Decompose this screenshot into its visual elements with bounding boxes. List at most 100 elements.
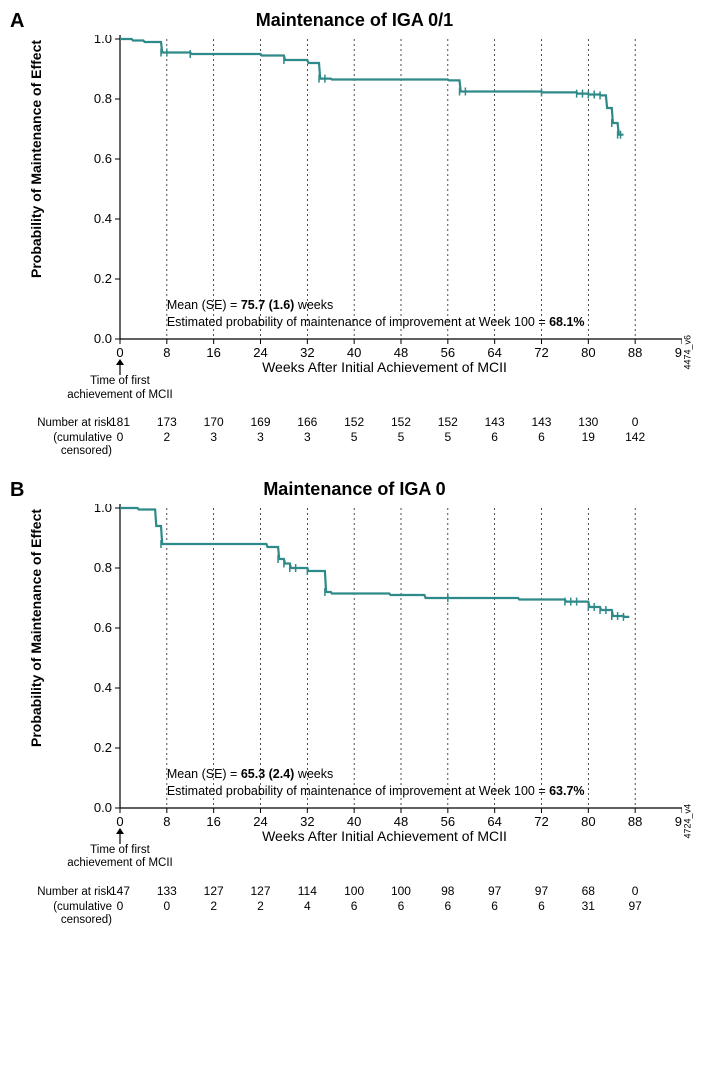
risk-cell: 6 [518, 430, 565, 444]
risk-cell: 166 [284, 415, 331, 429]
risk-cell: 97 [518, 884, 565, 898]
risk-cell: 6 [471, 899, 518, 913]
panel-B: BMaintenance of IGA 0 Probability of Main… [10, 479, 699, 928]
risk-cell: 6 [424, 899, 471, 913]
risk-cell: 2 [143, 430, 190, 444]
arrow-label: Time of firstachievement of MCII [66, 375, 174, 403]
figure-code: 4724_v4 [683, 804, 693, 839]
risk-cell: 98 [424, 884, 471, 898]
risk-cell: 100 [331, 884, 378, 898]
risk-cell: 143 [518, 415, 565, 429]
risk-cell: 127 [190, 884, 237, 898]
risk-cell: 31 [565, 899, 612, 913]
panel-label: B [10, 479, 24, 502]
risk-cell: 3 [190, 430, 237, 444]
svg-text:72: 72 [534, 814, 548, 829]
svg-text:48: 48 [394, 345, 408, 360]
risk-cell: 97 [471, 884, 518, 898]
svg-text:80: 80 [581, 345, 595, 360]
risk-cell: 3 [237, 430, 284, 444]
risk-table: Number at risk18117317016916615215215214… [10, 415, 699, 459]
risk-cell: 169 [237, 415, 284, 429]
svg-text:96: 96 [675, 345, 682, 360]
y-axis-label: Probability of Maintenance of Effect [28, 40, 44, 278]
svg-text:0.0: 0.0 [94, 800, 112, 815]
svg-text:0: 0 [116, 814, 123, 829]
risk-cell: 4 [284, 899, 331, 913]
svg-text:32: 32 [300, 345, 314, 360]
svg-text:0.0: 0.0 [94, 331, 112, 346]
risk-cell: 127 [237, 884, 284, 898]
svg-text:24: 24 [253, 814, 267, 829]
risk-cell: 2 [237, 899, 284, 913]
risk-cell: 97 [612, 899, 659, 913]
svg-text:0.6: 0.6 [94, 620, 112, 635]
chart-box: 0.00.20.40.60.81.00816243240485664728088… [86, 35, 683, 365]
panel-A: AMaintenance of IGA 0/1 Probability of Ma… [10, 10, 699, 459]
svg-text:0.2: 0.2 [94, 740, 112, 755]
risk-cell: 3 [284, 430, 331, 444]
risk-cell: 147 [97, 884, 144, 898]
y-axis-label: Probability of Maintenance of Effect [28, 509, 44, 747]
svg-text:56: 56 [441, 345, 455, 360]
risk-cell: 6 [518, 899, 565, 913]
svg-text:64: 64 [487, 345, 501, 360]
svg-text:40: 40 [347, 814, 361, 829]
risk-cell: 114 [284, 884, 331, 898]
risk-cell: 6 [331, 899, 378, 913]
risk-cell: 133 [143, 884, 190, 898]
risk-cell: 0 [143, 899, 190, 913]
svg-text:64: 64 [487, 814, 501, 829]
risk-cell: 19 [565, 430, 612, 444]
svg-text:0.8: 0.8 [94, 91, 112, 106]
risk-cell: 100 [378, 884, 425, 898]
svg-text:72: 72 [534, 345, 548, 360]
risk-cell: 0 [612, 415, 659, 429]
svg-text:0: 0 [116, 345, 123, 360]
svg-text:0.6: 0.6 [94, 151, 112, 166]
svg-text:24: 24 [253, 345, 267, 360]
svg-text:0.8: 0.8 [94, 560, 112, 575]
risk-cell: 130 [565, 415, 612, 429]
annotation-text: Mean (SE) = 75.7 (1.6) weeksEstimated pr… [167, 297, 585, 331]
panel-title: Maintenance of IGA 0/1 [10, 10, 699, 31]
svg-text:0.4: 0.4 [94, 680, 112, 695]
svg-text:88: 88 [628, 814, 642, 829]
arrow-label: Time of firstachievement of MCII [66, 844, 174, 872]
svg-text:88: 88 [628, 345, 642, 360]
svg-text:0.4: 0.4 [94, 211, 112, 226]
risk-cell: 152 [331, 415, 378, 429]
risk-cell: 152 [378, 415, 425, 429]
risk-cell: 173 [143, 415, 190, 429]
risk-table: Number at risk14713312712711410010098979… [10, 884, 699, 928]
svg-text:1.0: 1.0 [94, 504, 112, 515]
arrow-up-icon [113, 828, 127, 844]
svg-text:0.2: 0.2 [94, 271, 112, 286]
figure-code: 4474_v6 [683, 335, 693, 370]
svg-text:56: 56 [441, 814, 455, 829]
risk-cell: 5 [424, 430, 471, 444]
svg-text:40: 40 [347, 345, 361, 360]
risk-cell: 2 [190, 899, 237, 913]
risk-cell: 6 [378, 899, 425, 913]
panel-title: Maintenance of IGA 0 [10, 479, 699, 500]
risk-cell: 0 [97, 899, 144, 913]
risk-cell: 6 [471, 430, 518, 444]
arrow-up-icon [113, 359, 127, 375]
svg-text:8: 8 [163, 345, 170, 360]
risk-cell: 5 [331, 430, 378, 444]
annotation-text: Mean (SE) = 65.3 (2.4) weeksEstimated pr… [167, 766, 585, 800]
panel-label: A [10, 10, 24, 33]
risk-cell: 143 [471, 415, 518, 429]
svg-text:1.0: 1.0 [94, 35, 112, 46]
risk-cell: 181 [97, 415, 144, 429]
risk-cell: 5 [378, 430, 425, 444]
svg-text:32: 32 [300, 814, 314, 829]
svg-text:8: 8 [163, 814, 170, 829]
risk-cell: 170 [190, 415, 237, 429]
risk-cell: 0 [612, 884, 659, 898]
risk-cell: 152 [424, 415, 471, 429]
risk-cell: 0 [97, 430, 144, 444]
svg-text:96: 96 [675, 814, 682, 829]
svg-text:80: 80 [581, 814, 595, 829]
